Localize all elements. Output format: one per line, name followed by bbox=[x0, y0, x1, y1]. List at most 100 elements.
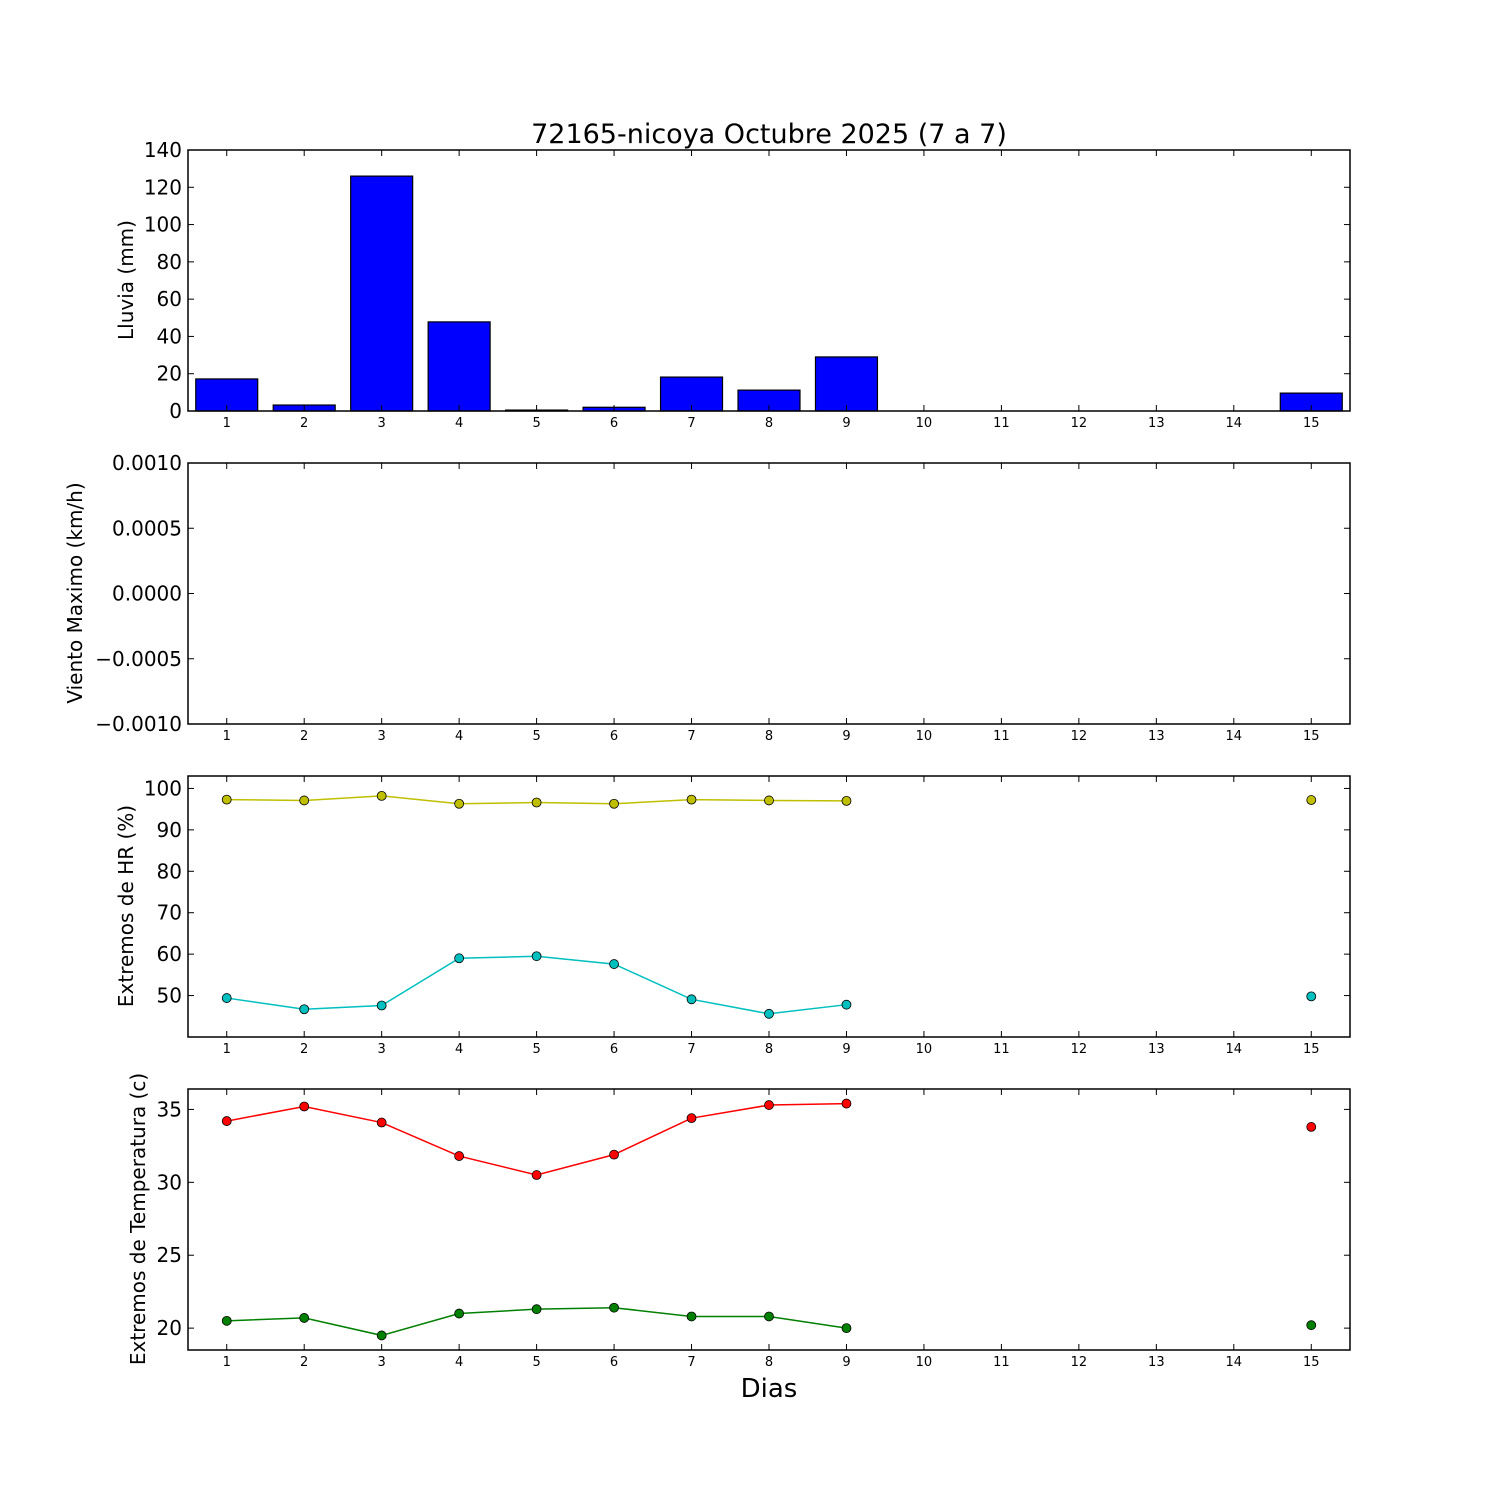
data-point bbox=[1306, 1320, 1317, 1331]
y-tick-label: 90 bbox=[157, 818, 182, 842]
data-point bbox=[299, 1101, 310, 1112]
y-tick-label: −0.0010 bbox=[95, 712, 182, 736]
bar-day-3 bbox=[350, 175, 414, 412]
x-tick-label: 8 bbox=[765, 416, 773, 431]
x-tick-label: 2 bbox=[300, 729, 308, 744]
x-tick-label: 14 bbox=[1226, 1355, 1243, 1370]
data-point bbox=[1306, 1122, 1317, 1132]
data-point bbox=[841, 1323, 852, 1334]
data-point bbox=[1306, 991, 1317, 1002]
data-point bbox=[764, 1008, 774, 1019]
x-tick-label: 4 bbox=[455, 1042, 463, 1057]
y-tick-label: 100 bbox=[144, 776, 182, 800]
data-point bbox=[221, 993, 232, 1003]
x-tick-label: 4 bbox=[455, 729, 463, 744]
series-line-3 bbox=[226, 955, 847, 1015]
y-tick-label: 30 bbox=[157, 1170, 182, 1194]
axes-frame bbox=[187, 775, 1351, 1038]
y-tick-label: 20 bbox=[157, 362, 182, 386]
y-tick-label: 50 bbox=[157, 984, 182, 1008]
data-point bbox=[764, 1311, 774, 1322]
data-point bbox=[686, 994, 697, 1005]
x-tick-label: 7 bbox=[687, 416, 695, 431]
y-axis-label: Extremos de HR (%) bbox=[114, 805, 138, 1007]
y-tick-label: 0 bbox=[169, 399, 182, 423]
x-tick-label: 12 bbox=[1071, 1355, 1088, 1370]
data-point bbox=[531, 1170, 542, 1180]
x-tick-label: 12 bbox=[1071, 729, 1088, 744]
y-axis-label: Viento Maximo (km/h) bbox=[63, 482, 87, 703]
x-tick-label: 15 bbox=[1303, 729, 1320, 744]
x-tick-label: 9 bbox=[842, 1042, 850, 1057]
data-point bbox=[609, 1302, 619, 1313]
x-tick-label: 1 bbox=[223, 416, 231, 431]
data-point bbox=[764, 795, 774, 806]
x-tick-label: 15 bbox=[1303, 416, 1320, 431]
axes-frame bbox=[187, 1088, 1351, 1351]
y-tick-label: −0.0005 bbox=[95, 647, 182, 671]
x-tick-label: 13 bbox=[1148, 1355, 1165, 1370]
y-tick-label: 25 bbox=[157, 1243, 182, 1267]
x-tick-label: 13 bbox=[1148, 729, 1165, 744]
y-tick-label: 80 bbox=[157, 859, 182, 883]
x-tick-label: 2 bbox=[300, 416, 308, 431]
y-tick-label: 60 bbox=[157, 287, 182, 311]
x-tick-label: 7 bbox=[687, 729, 695, 744]
data-point bbox=[376, 1000, 387, 1011]
x-tick-label: 15 bbox=[1303, 1042, 1320, 1057]
y-tick-label: 120 bbox=[144, 175, 182, 199]
axes-frame bbox=[187, 462, 1351, 725]
y-tick-label: 20 bbox=[157, 1316, 182, 1340]
data-point bbox=[299, 1004, 310, 1015]
x-tick-label: 7 bbox=[687, 1355, 695, 1370]
x-tick-label: 5 bbox=[532, 729, 540, 744]
y-tick-label: 0.0005 bbox=[112, 516, 182, 540]
x-tick-label: 11 bbox=[993, 1355, 1010, 1370]
x-tick-label: 6 bbox=[610, 729, 618, 744]
x-tick-label: 12 bbox=[1071, 416, 1088, 431]
y-tick-label: 140 bbox=[144, 138, 182, 162]
x-tick-label: 15 bbox=[1303, 1355, 1320, 1370]
data-point bbox=[609, 959, 619, 969]
x-tick-label: 13 bbox=[1148, 416, 1165, 431]
data-point bbox=[531, 1304, 542, 1315]
x-tick-label: 3 bbox=[378, 1355, 386, 1370]
x-tick-label: 6 bbox=[610, 1042, 618, 1057]
y-tick-label: 0.0010 bbox=[112, 451, 182, 475]
x-tick-label: 5 bbox=[532, 1355, 540, 1370]
data-point bbox=[221, 1116, 232, 1126]
y-tick-label: 80 bbox=[157, 250, 182, 274]
data-point bbox=[376, 790, 387, 801]
data-point bbox=[764, 1100, 774, 1110]
data-point bbox=[454, 1308, 465, 1319]
data-point bbox=[609, 1149, 619, 1160]
data-point bbox=[454, 953, 465, 964]
x-tick-label: 6 bbox=[610, 1355, 618, 1370]
x-tick-label: 13 bbox=[1148, 1042, 1165, 1057]
x-tick-label: 11 bbox=[993, 1042, 1010, 1057]
data-point bbox=[299, 795, 310, 806]
series-line-1 bbox=[226, 1102, 847, 1176]
data-point bbox=[221, 794, 232, 805]
x-tick-label: 4 bbox=[455, 1355, 463, 1370]
x-tick-label: 10 bbox=[916, 416, 933, 431]
panel-2: 1 2 3 4 5 6 7 8 9 10 11 12 13 14 15−0.0010−0.00050.000… bbox=[63, 451, 1351, 744]
x-tick-label: 10 bbox=[916, 1355, 933, 1370]
x-tick-label: 10 bbox=[916, 1042, 933, 1057]
x-tick-label: 3 bbox=[378, 416, 386, 431]
x-tick-label: 12 bbox=[1071, 1042, 1088, 1057]
x-tick-label: 8 bbox=[765, 1355, 773, 1370]
x-tick-label: 9 bbox=[842, 729, 850, 744]
y-axis-label: Lluvia (mm) bbox=[114, 220, 138, 340]
data-point bbox=[376, 1330, 387, 1341]
data-point bbox=[686, 1311, 697, 1322]
bar-day-9 bbox=[814, 356, 879, 412]
x-tick-label: 9 bbox=[842, 1355, 850, 1370]
data-point bbox=[841, 1098, 852, 1109]
data-point bbox=[841, 999, 852, 1010]
panel-1: 1 2 3 4 5 6 7 8 9 10 11 12 13 14 15020406080100120140L… bbox=[114, 138, 1351, 431]
x-tick-label: 3 bbox=[378, 1042, 386, 1057]
x-tick-label: 4 bbox=[455, 416, 463, 431]
